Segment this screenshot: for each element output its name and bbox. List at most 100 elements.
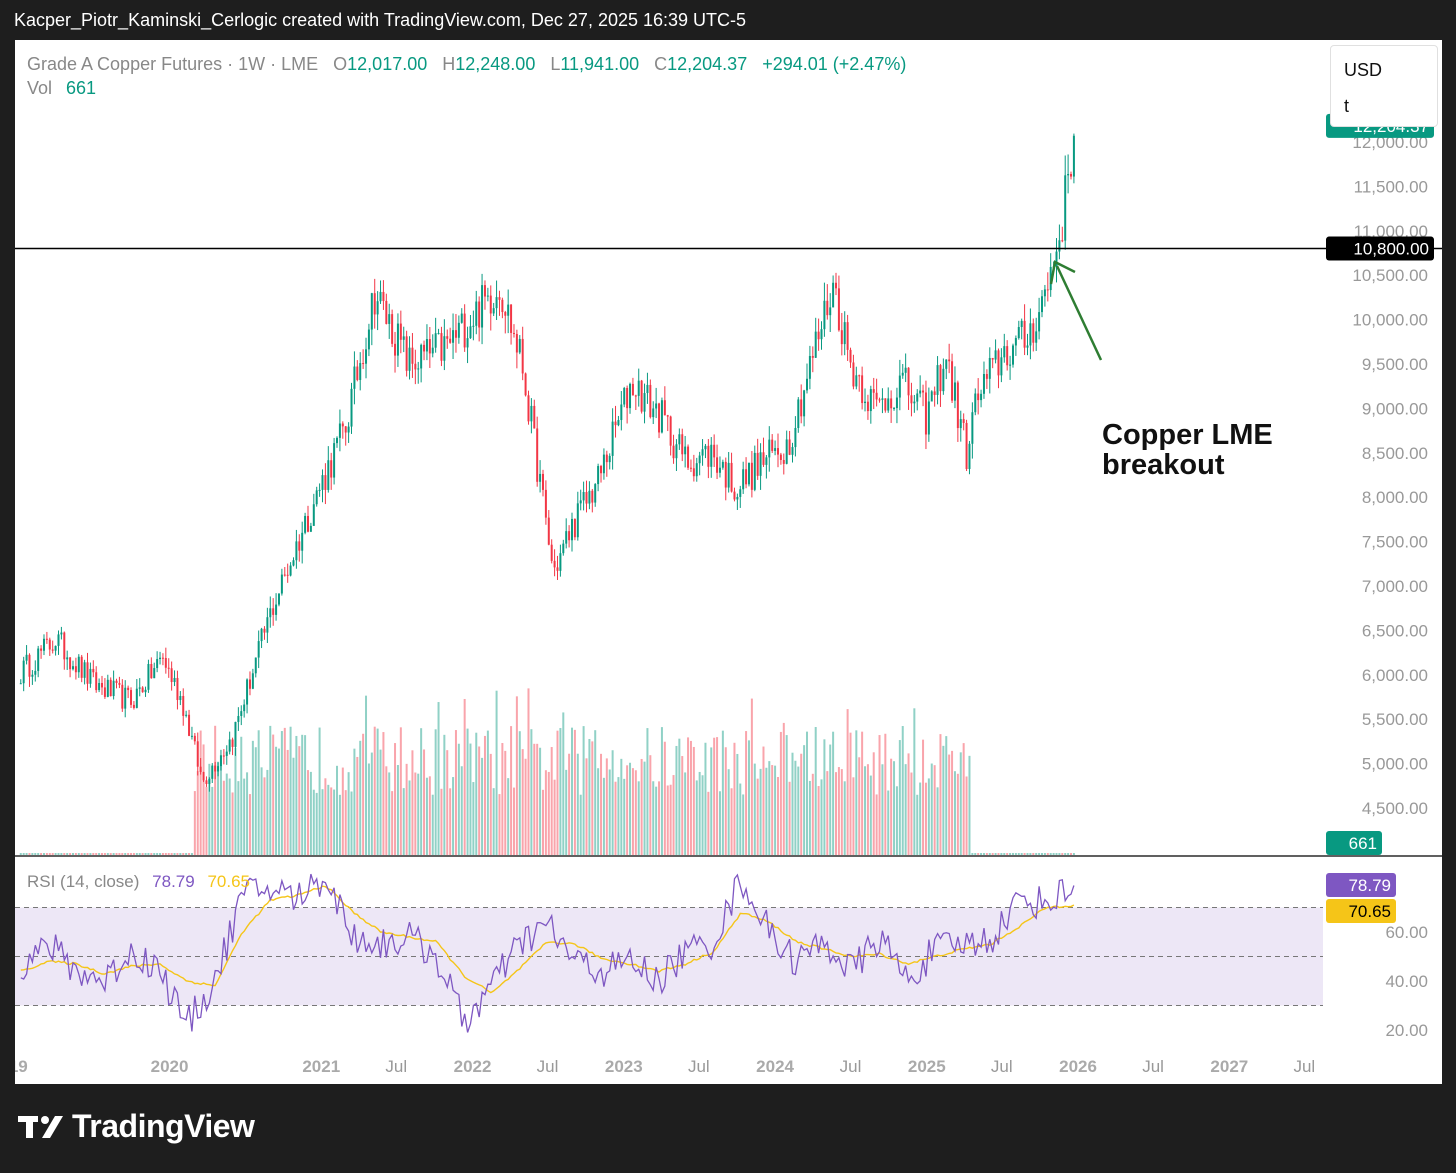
volume-bar — [124, 853, 127, 855]
high-value: 12,248.00 — [455, 54, 536, 74]
candle-body — [83, 662, 86, 678]
candle-body — [60, 632, 63, 635]
volume-bar — [57, 853, 60, 855]
volume-bar — [904, 764, 907, 855]
volume-bar — [968, 755, 971, 855]
volume-bar — [991, 853, 994, 855]
change-value: +294.01 (+2.47%) — [762, 54, 907, 74]
volume-bar — [356, 756, 359, 855]
volume-bar — [1035, 853, 1038, 855]
candle-body — [646, 384, 649, 394]
candle-body — [771, 439, 774, 451]
volume-bar — [440, 788, 443, 855]
candle-body — [541, 473, 544, 490]
candle-body — [730, 462, 733, 492]
volume-bar — [614, 781, 617, 855]
volume-bar — [753, 763, 756, 855]
volume-bar — [353, 748, 356, 855]
volume-bar — [388, 772, 391, 855]
volume-bar — [858, 757, 861, 855]
rsi-ma-badge: 70.65 — [1348, 902, 1391, 921]
candle-body — [1038, 312, 1041, 332]
tradingview-logo-icon — [18, 1115, 63, 1138]
volume-bar — [846, 709, 849, 855]
volume-bar — [324, 778, 327, 855]
candle-body — [48, 639, 51, 650]
volume-bar — [890, 758, 893, 855]
candle-body — [820, 329, 823, 340]
candle-body — [103, 687, 106, 697]
volume-bar — [959, 752, 962, 855]
candle-body — [399, 323, 402, 340]
volume-bar — [716, 737, 719, 855]
candle-body — [138, 687, 141, 689]
candle-body — [1026, 345, 1029, 348]
volume-bar — [292, 757, 295, 855]
candle-body — [251, 673, 254, 689]
candle-body — [512, 332, 515, 334]
volume-bar — [109, 853, 112, 855]
symbol-title[interactable]: Grade A Copper Futures · 1W · LME — [27, 54, 319, 74]
candle-body — [408, 347, 411, 371]
candle-body — [37, 648, 40, 671]
volume-bar — [930, 763, 933, 855]
candle-body — [1003, 346, 1006, 358]
candle-body — [31, 674, 34, 677]
candle-body — [713, 444, 716, 458]
rsi-value: 78.79 — [152, 872, 195, 891]
volume-bar — [217, 761, 220, 855]
volume-bar — [251, 740, 254, 855]
volume-bar — [190, 853, 193, 855]
currency-label[interactable]: USD — [1344, 60, 1383, 80]
candle-body — [34, 670, 37, 675]
unit-selector[interactable]: USD t — [1330, 45, 1438, 127]
volume-bar — [869, 775, 872, 855]
candle-body — [559, 553, 562, 571]
volume-bar — [861, 731, 864, 855]
time-tick-label: 2022 — [454, 1057, 492, 1076]
volume-bar — [855, 730, 858, 855]
volume-bar — [646, 728, 649, 855]
volume-bar — [240, 736, 243, 855]
candle-body — [588, 490, 591, 504]
volume-bar — [591, 741, 594, 855]
rsi-title[interactable]: RSI (14, close) — [27, 872, 140, 891]
volume-bar — [579, 794, 582, 855]
candle-body — [956, 382, 959, 429]
candle-body — [965, 422, 968, 469]
volume-bar — [336, 765, 339, 855]
candle-body — [292, 560, 295, 566]
time-tick-label: 19 — [15, 1057, 28, 1076]
candle-body — [881, 398, 884, 400]
volume-bar — [840, 769, 843, 855]
candle-body — [666, 415, 669, 417]
volume-bar — [103, 853, 106, 855]
volume-bar — [156, 853, 159, 855]
annotation-line-2: breakout — [1102, 449, 1225, 481]
candle-body — [518, 338, 521, 353]
candle-body — [240, 711, 243, 716]
candle-body — [811, 355, 814, 358]
volume-bar — [309, 771, 312, 855]
candle-body — [878, 399, 881, 401]
volume-bar — [985, 853, 988, 855]
unit-label[interactable]: t — [1344, 96, 1350, 116]
candle-body — [414, 363, 417, 370]
candle-body — [640, 380, 643, 412]
volume-bar — [69, 853, 72, 855]
volume-bar — [602, 777, 605, 855]
candle-body — [858, 375, 861, 377]
volume-bar — [286, 749, 289, 855]
candle-body — [971, 412, 974, 444]
candle-body — [188, 714, 191, 736]
volume-bar — [806, 731, 809, 855]
volume-bar — [1046, 853, 1049, 855]
candle-body — [626, 387, 629, 409]
volume-bar — [951, 750, 954, 855]
candle-body — [898, 375, 901, 398]
volume-bar — [396, 765, 399, 855]
candle-body — [298, 541, 301, 551]
candle-body — [95, 672, 98, 691]
candle-body — [272, 608, 275, 615]
volume-bar — [463, 698, 466, 855]
